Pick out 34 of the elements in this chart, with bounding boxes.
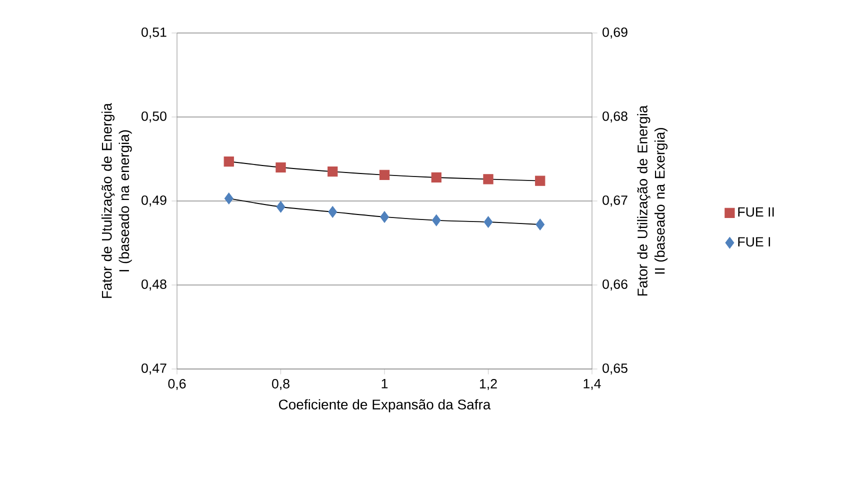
x-tick-label: 1,2	[480, 379, 497, 390]
point	[536, 218, 545, 230]
legend-label: FUE II	[738, 207, 774, 217]
point	[535, 176, 546, 186]
x-tick-label: 0,6	[168, 379, 186, 390]
point	[483, 174, 494, 184]
point	[276, 201, 286, 213]
point	[276, 162, 286, 172]
y2-tick-label: 0,65	[602, 363, 628, 375]
legend-label: FUE I	[738, 237, 770, 247]
point	[328, 206, 338, 218]
y-tick-label: 0,50	[142, 111, 166, 123]
y2-tick-label: 0,67	[602, 195, 628, 207]
y2-axis-title: Fator de Utilização de Energia II (baseado na Exergia)	[637, 105, 668, 296]
point	[432, 214, 441, 226]
y2-tick-label: 0,69	[602, 27, 628, 39]
point	[328, 166, 338, 177]
point	[484, 216, 493, 228]
y-tick-label: 0,47	[142, 363, 166, 375]
point	[224, 156, 234, 167]
point	[380, 211, 389, 223]
y2-tick-label: 0,68	[602, 111, 628, 123]
y-tick-label: 0,49	[142, 195, 166, 207]
y-tick-label: 0,51	[142, 27, 166, 39]
point	[224, 192, 234, 204]
x-axis-title: Coeficiente de Expansão da Safra	[278, 399, 491, 412]
point	[431, 172, 442, 183]
x-tick-label: 0,8	[272, 379, 290, 390]
y-tick-label: 0,48	[142, 279, 166, 291]
x-tick-label: 1	[382, 379, 388, 388]
x-tick-label: 1,4	[584, 379, 601, 390]
y2-tick-label: 0,66	[602, 279, 628, 291]
y-axis-title: Fator de Utulização de Energia I (baseado na energia)	[101, 102, 132, 298]
point	[379, 170, 390, 180]
